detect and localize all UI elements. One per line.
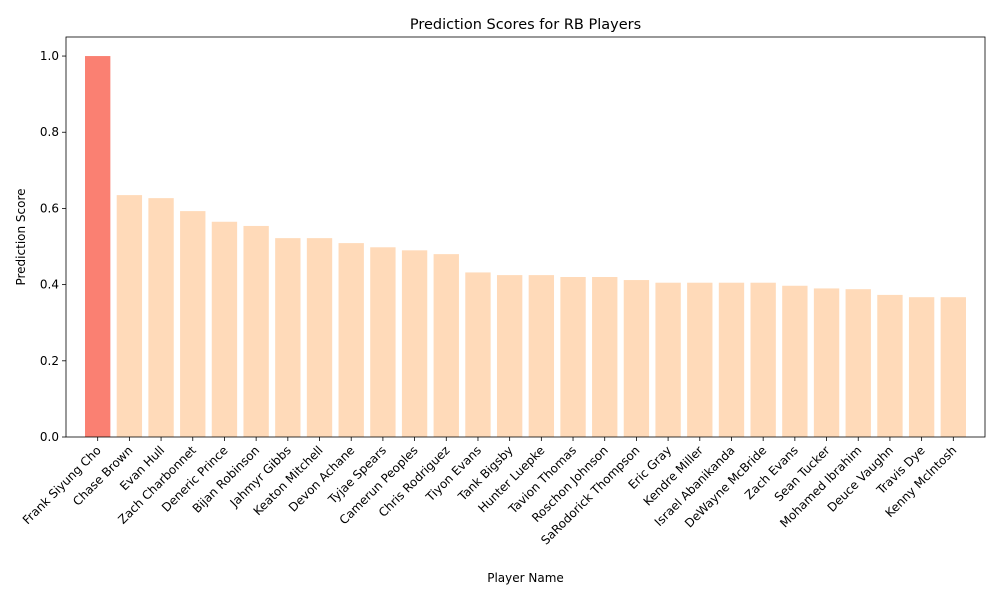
bar bbox=[813, 288, 840, 437]
bar bbox=[496, 275, 523, 437]
x-axis-label: Player Name bbox=[487, 571, 564, 585]
y-tick-label: 0.0 bbox=[40, 430, 59, 444]
bar bbox=[338, 243, 364, 437]
bar bbox=[243, 225, 269, 437]
y-tick-label: 0.4 bbox=[40, 278, 59, 292]
chart-title: Prediction Scores for RB Players bbox=[410, 17, 641, 33]
bar bbox=[845, 289, 871, 437]
bar bbox=[718, 282, 745, 437]
bar bbox=[211, 221, 238, 437]
bar bbox=[908, 297, 935, 437]
y-tick-label: 0.8 bbox=[40, 125, 59, 139]
bar bbox=[940, 297, 966, 437]
y-tick-label: 0.6 bbox=[40, 201, 59, 215]
bar bbox=[623, 280, 650, 437]
bar bbox=[465, 272, 491, 437]
bar bbox=[148, 198, 174, 437]
bar bbox=[655, 282, 681, 437]
bar bbox=[877, 294, 903, 437]
bar bbox=[85, 56, 111, 438]
bars-group bbox=[85, 56, 966, 438]
bar bbox=[592, 277, 618, 437]
bar bbox=[433, 254, 459, 437]
bar bbox=[401, 250, 428, 437]
bar bbox=[560, 277, 586, 437]
bar bbox=[370, 247, 396, 437]
y-axis-ticks: 0.0 0.2 0.4 0.6 0.8 1.0 bbox=[40, 49, 66, 444]
y-tick-label: 0.2 bbox=[40, 354, 59, 368]
bar bbox=[782, 285, 808, 437]
y-tick-label: 1.0 bbox=[40, 49, 59, 63]
bar bbox=[180, 211, 206, 437]
bar bbox=[116, 195, 143, 437]
y-axis-label: Prediction Score bbox=[14, 188, 28, 285]
bar bbox=[306, 238, 333, 437]
bar bbox=[687, 282, 713, 437]
bar bbox=[750, 282, 776, 437]
bar bbox=[528, 275, 555, 437]
plot-frame bbox=[65, 36, 986, 438]
bar bbox=[275, 238, 301, 437]
